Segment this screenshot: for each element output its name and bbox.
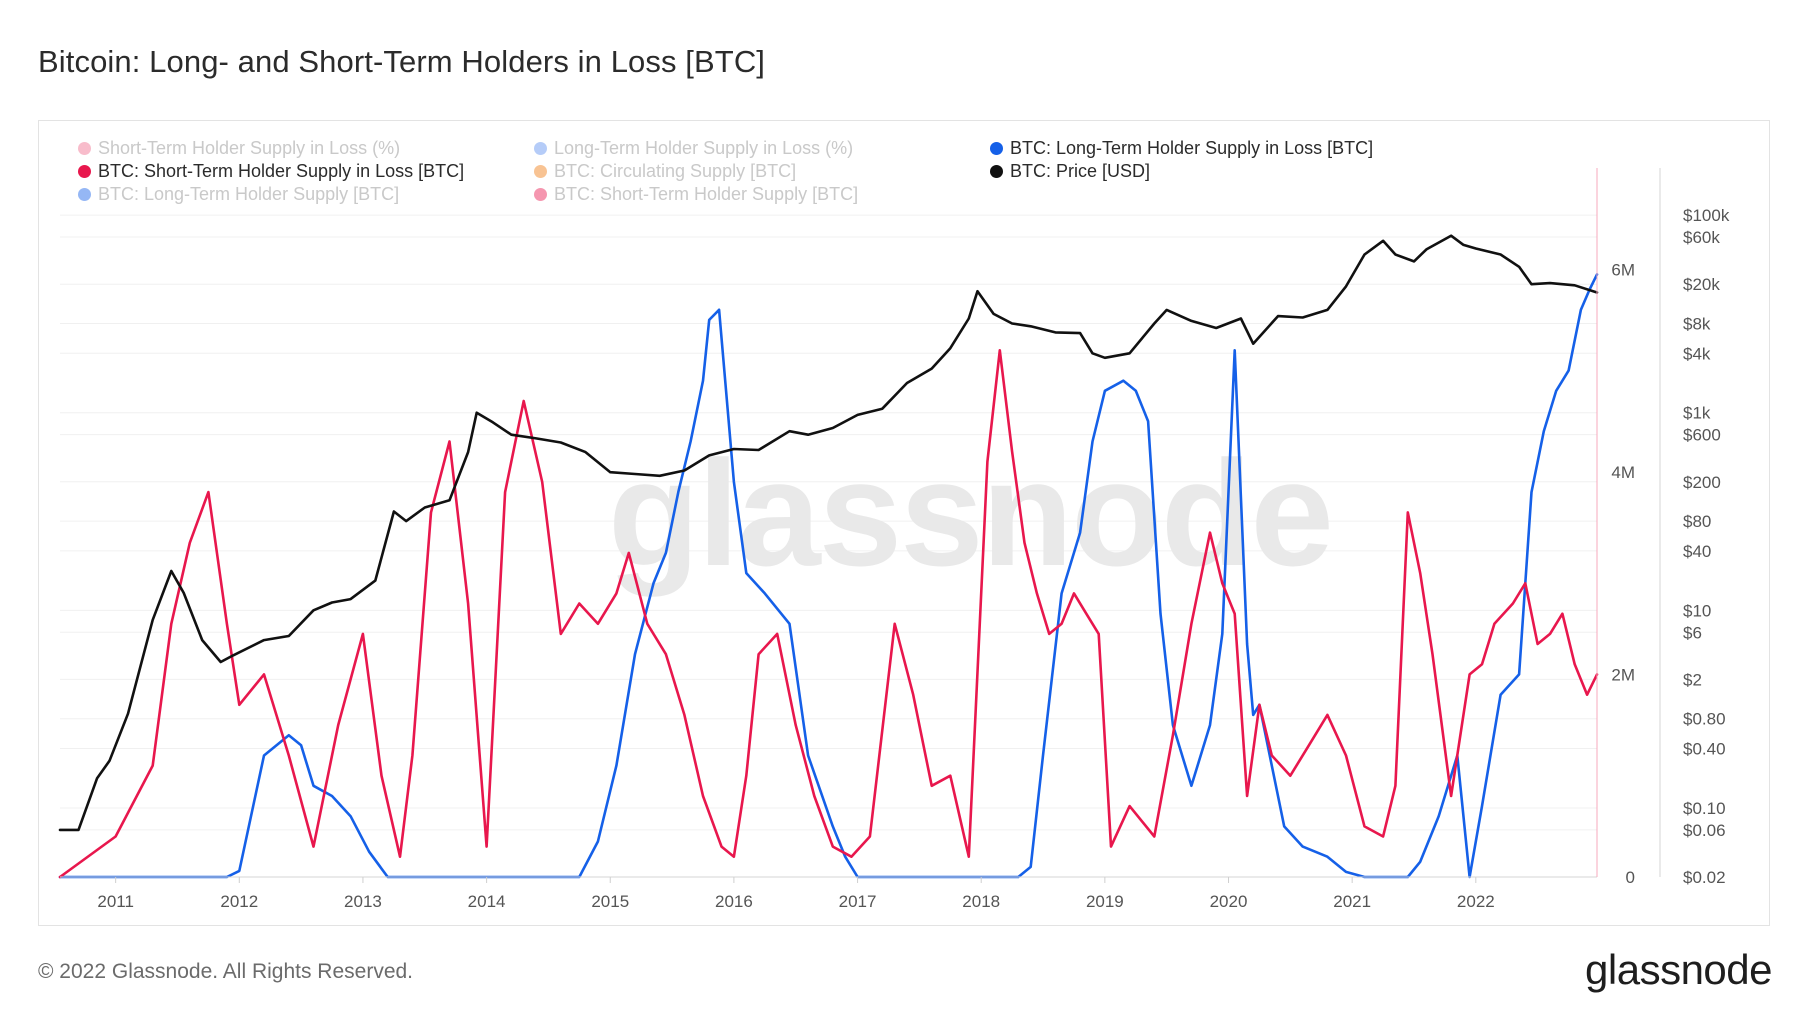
legend-label: BTC: Circulating Supply [BTC] [554, 161, 797, 181]
y-right-tick-label: $2 [1683, 670, 1702, 689]
legend-dot-icon [78, 165, 91, 178]
y-left-tick-label: 0 [1626, 868, 1635, 887]
y-right-tick-label: $0.10 [1683, 799, 1726, 818]
y-right-tick-label: $10 [1683, 601, 1711, 620]
x-tick-label: 2015 [591, 892, 629, 911]
x-tick-label: 2014 [468, 892, 506, 911]
legend-label: BTC: Short-Term Holder Supply in Loss [B… [98, 161, 465, 181]
y-right-tick-label: $4k [1683, 344, 1711, 363]
y-right-tick-label: $8k [1683, 315, 1711, 334]
legend-dot-icon [78, 188, 91, 201]
x-tick-label: 2021 [1333, 892, 1371, 911]
y-right-tick-label: $0.02 [1683, 868, 1726, 887]
x-tick-label: 2017 [839, 892, 877, 911]
x-tick-label: 2016 [715, 892, 753, 911]
x-tick-label: 2022 [1457, 892, 1495, 911]
x-tick-label: 2018 [962, 892, 1000, 911]
y-right-tick-label: $1k [1683, 404, 1711, 423]
legend-label: BTC: Short-Term Holder Supply [BTC] [554, 184, 859, 204]
legend-dot-icon [990, 165, 1003, 178]
x-tick-label: 2013 [344, 892, 382, 911]
legend-label: BTC: Long-Term Holder Supply in Loss [BT… [1010, 138, 1374, 158]
legend-item-circulating-supply[interactable]: BTC: Circulating Supply [BTC] [534, 161, 796, 182]
y-right-tick-label: $60k [1683, 228, 1720, 247]
legend-dot-icon [990, 142, 1003, 155]
legend-label: Short-Term Holder Supply in Loss (%) [98, 138, 401, 158]
legend-item-lth-loss-btc[interactable]: BTC: Long-Term Holder Supply in Loss [BT… [990, 138, 1373, 159]
legend-label: BTC: Long-Term Holder Supply [BTC] [98, 184, 400, 204]
x-tick-label: 2011 [97, 892, 134, 911]
y-right-tick-label: $40 [1683, 542, 1711, 561]
legend-dot-icon [534, 165, 547, 178]
y-right-tick-label: $600 [1683, 426, 1721, 445]
x-tick-label: 2019 [1086, 892, 1124, 911]
series-line-btc-short-term-holder-supply-in-loss-btc [58, 348, 1599, 879]
legend-dot-icon [534, 188, 547, 201]
legend-label: BTC: Price [USD] [1010, 161, 1151, 181]
legend-dot-icon [78, 142, 91, 155]
copyright-footer: © 2022 Glassnode. All Rights Reserved. [38, 960, 414, 983]
y-right-tick-label: $0.80 [1683, 710, 1726, 729]
legend-item-lth-loss-pct[interactable]: Long-Term Holder Supply in Loss (%) [534, 138, 853, 159]
y-right-tick-label: $0.06 [1683, 821, 1726, 840]
legend-item-sth-loss-btc[interactable]: BTC: Short-Term Holder Supply in Loss [B… [78, 161, 464, 182]
axes: 0 2M 4M 6M $0.02 $0.06 $0.10 $0.40 $0.80 $2 $6 $10 $… [60, 168, 1730, 911]
chart-frame [38, 120, 1770, 926]
legend-item-lth-supply[interactable]: BTC: Long-Term Holder Supply [BTC] [78, 184, 399, 205]
brand-logo[interactable]: glassnode [1585, 946, 1772, 993]
legend-item-sth-loss-pct[interactable]: Short-Term Holder Supply in Loss (%) [78, 138, 400, 159]
y-right-tick-label: $100k [1683, 206, 1730, 225]
y-left-tick-label: 4M [1611, 463, 1635, 482]
legend-label: Long-Term Holder Supply in Loss (%) [554, 138, 854, 158]
x-tick-label: 2012 [220, 892, 258, 911]
watermark-text: glassnode [608, 429, 1332, 597]
y-right-tick-label: $6 [1683, 623, 1702, 642]
legend-item-sth-supply[interactable]: BTC: Short-Term Holder Supply [BTC] [534, 184, 858, 205]
legend-dot-icon [534, 142, 547, 155]
x-tick-label: 2020 [1210, 892, 1248, 911]
y-left-tick-label: 6M [1611, 260, 1635, 279]
y-left-tick-label: 2M [1611, 665, 1635, 684]
y-right-tick-label: $200 [1683, 473, 1721, 492]
legend-item-price[interactable]: BTC: Price [USD] [990, 161, 1150, 182]
y-right-tick-label: $20k [1683, 275, 1720, 294]
y-right-tick-label: $80 [1683, 512, 1711, 531]
series-line-btc-price-usd [58, 234, 1599, 832]
page-title: Bitcoin: Long- and Short-Term Holders in… [38, 44, 766, 79]
y-right-tick-label: $0.40 [1683, 739, 1726, 758]
